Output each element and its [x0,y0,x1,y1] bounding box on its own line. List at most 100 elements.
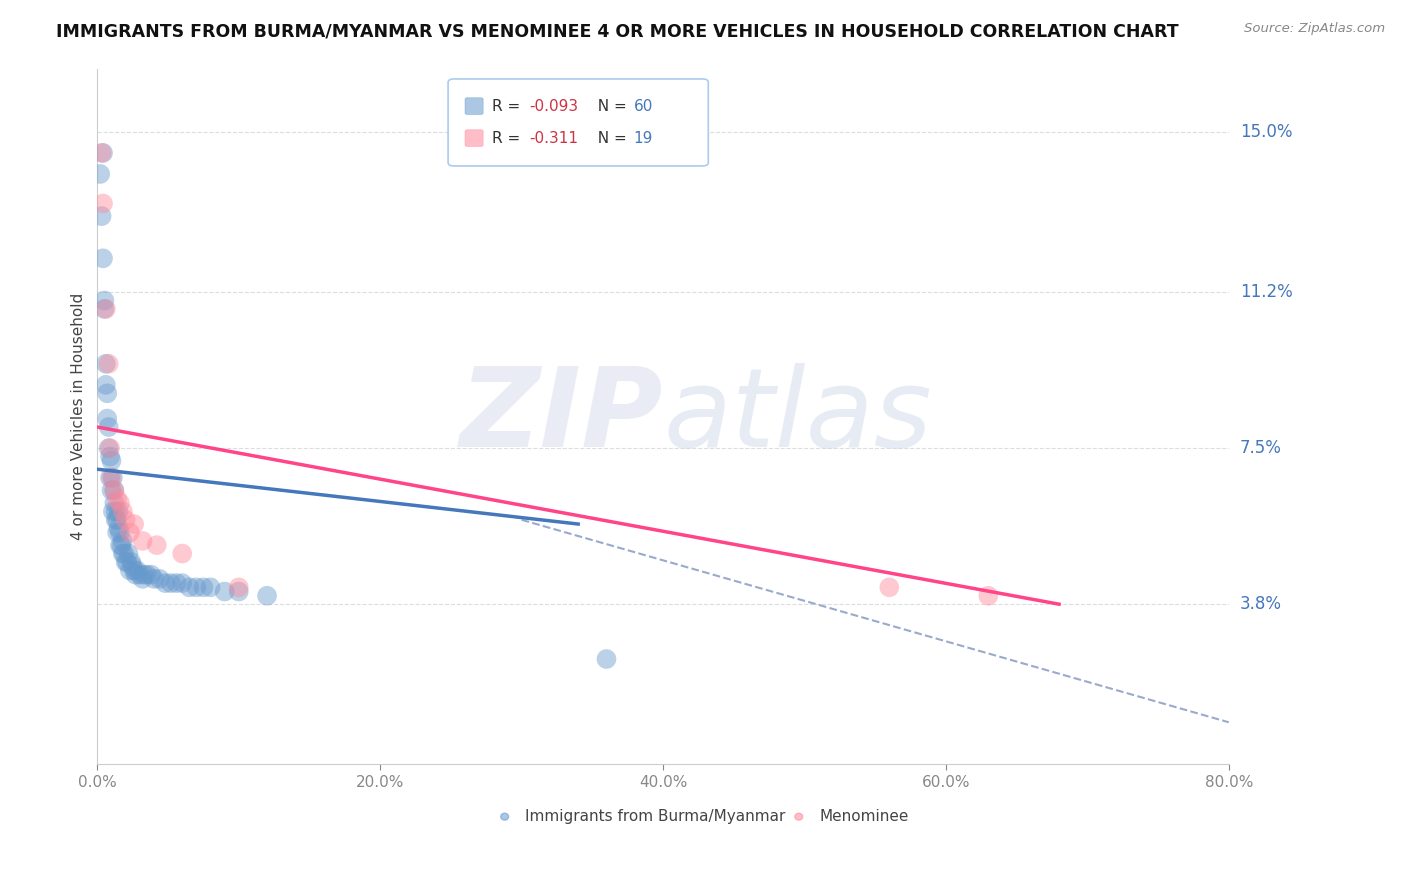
Point [139,567,162,582]
Point [98,441,121,455]
Point [228,580,250,594]
Point [93,301,115,316]
FancyBboxPatch shape [449,79,709,166]
Point [155,576,177,591]
Point [94,301,117,316]
Point [96,411,118,425]
Point [256,589,278,603]
Point [179,580,201,594]
Text: ZIP: ZIP [460,363,664,470]
Point [89,167,111,181]
Point [115,555,138,569]
Point [145,538,167,552]
Point [104,504,127,518]
Point [122,564,145,578]
Point [114,555,136,569]
Point [100,470,122,484]
Point [97,441,120,455]
Point [98,450,121,464]
Point [118,564,141,578]
Point [105,513,128,527]
Point [103,483,125,498]
Text: R =: R = [492,130,526,145]
Point [132,567,155,582]
Point [108,538,131,552]
Point [97,420,120,434]
Point [111,504,134,518]
Point [94,357,117,371]
Point [111,547,134,561]
Point [105,525,128,540]
Point [94,377,117,392]
Ellipse shape [794,814,803,820]
Point [125,564,148,578]
Point [114,513,136,527]
Point [107,504,129,518]
FancyBboxPatch shape [465,98,484,114]
Point [111,533,134,548]
Point [172,547,194,561]
Point [97,357,120,371]
Point [107,521,129,535]
Point [186,580,208,594]
Point [90,145,112,160]
Point [100,454,122,468]
Text: N =: N = [588,99,631,113]
Text: 3.8%: 3.8% [1240,595,1282,613]
Point [214,584,236,599]
Point [148,572,170,586]
Point [103,496,125,510]
Text: atlas: atlas [664,363,932,470]
Point [172,576,194,591]
FancyBboxPatch shape [465,129,484,146]
Point [101,470,124,484]
Point [879,580,901,594]
Point [142,572,165,586]
Text: Immigrants from Burma/Myanmar: Immigrants from Burma/Myanmar [524,809,786,824]
Point [122,516,145,531]
Text: 7.5%: 7.5% [1240,439,1282,457]
Ellipse shape [501,814,509,820]
Point [166,576,188,591]
Point [108,496,131,510]
Text: 15.0%: 15.0% [1240,123,1292,141]
Point [98,470,121,484]
Text: -0.093: -0.093 [530,99,579,113]
Point [193,580,215,594]
Point [108,525,131,540]
Point [120,555,142,569]
Text: 60: 60 [634,99,652,113]
Point [100,483,122,498]
Point [105,491,128,506]
Text: Menominee: Menominee [820,809,908,824]
Text: R =: R = [492,99,526,113]
Point [103,483,125,498]
Point [131,572,153,586]
Point [104,513,127,527]
Point [110,538,132,552]
Point [117,547,139,561]
Point [977,589,1000,603]
Text: Source: ZipAtlas.com: Source: ZipAtlas.com [1244,22,1385,36]
Point [93,293,115,308]
Point [101,504,124,518]
Point [128,567,150,582]
Text: 11.2%: 11.2% [1240,283,1292,301]
Point [91,196,114,211]
Point [124,567,146,582]
Text: IMMIGRANTS FROM BURMA/MYANMAR VS MENOMINEE 4 OR MORE VEHICLES IN HOUSEHOLD CORRE: IMMIGRANTS FROM BURMA/MYANMAR VS MENOMIN… [56,22,1178,40]
Text: N =: N = [588,130,631,145]
Y-axis label: 4 or more Vehicles in Household: 4 or more Vehicles in Household [72,293,86,541]
Text: 19: 19 [634,130,652,145]
Point [90,209,112,223]
Point [112,547,135,561]
Point [200,580,222,594]
Point [121,559,143,574]
Point [595,652,617,666]
Point [91,145,114,160]
Point [91,252,114,266]
Point [228,584,250,599]
Point [118,525,141,540]
Point [135,567,157,582]
Point [131,533,153,548]
